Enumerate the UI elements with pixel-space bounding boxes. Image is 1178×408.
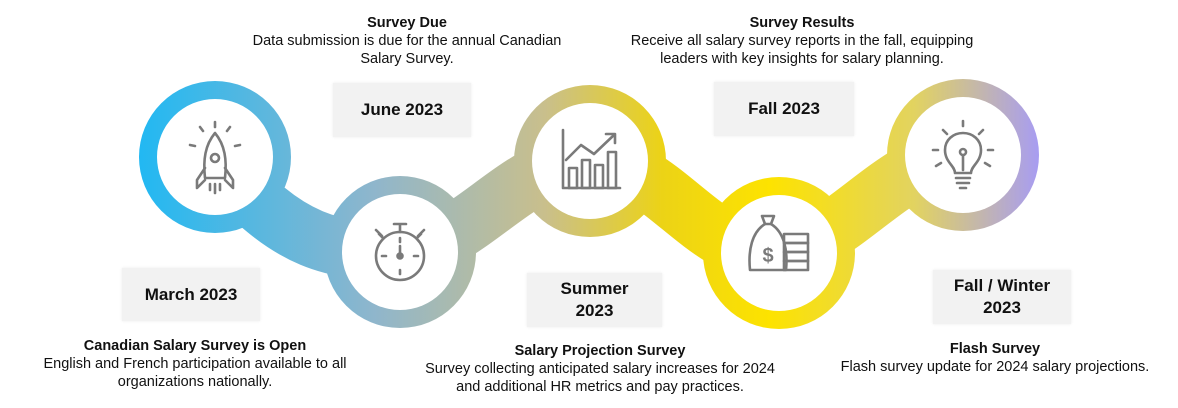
caption-march: Canadian Salary Survey is Open English a… bbox=[20, 337, 370, 391]
date-box-summer: Summer 2023 bbox=[527, 273, 662, 327]
caption-description: Survey collecting anticipated salary inc… bbox=[425, 361, 775, 395]
caption-title: Flash Survey bbox=[949, 341, 1041, 357]
milestone-node-4 bbox=[703, 177, 855, 329]
caption-title: Survey Due bbox=[367, 15, 447, 31]
date-box-june: June 2023 bbox=[333, 83, 471, 137]
growth-chart-icon bbox=[561, 128, 622, 190]
milestone-node-1 bbox=[139, 81, 291, 233]
svg-text:$: $ bbox=[762, 245, 773, 267]
caption-june: Survey Due Data submission is due for th… bbox=[222, 14, 592, 68]
date-label: March 2023 bbox=[144, 284, 238, 304]
caption-description: Flash survey update for 2024 salary proj… bbox=[840, 359, 1150, 375]
caption-fall-winter: Flash Survey Flash survey update for 202… bbox=[812, 340, 1178, 376]
money-bag-icon: $ bbox=[748, 214, 810, 272]
lightbulb-icon bbox=[931, 119, 995, 190]
date-label: Fall 2023 bbox=[748, 99, 820, 118]
caption-fall: Survey Results Receive all salary survey… bbox=[598, 14, 1006, 68]
stopwatch-icon bbox=[374, 222, 426, 282]
caption-description: Data submission is due for the annual Ca… bbox=[252, 33, 562, 67]
date-box-fall-winter: Fall / Winter 2023 bbox=[933, 270, 1071, 324]
date-box-fall: Fall 2023 bbox=[714, 82, 854, 136]
date-label: Fall / Winter 2023 bbox=[953, 276, 1051, 317]
rocket-icon bbox=[188, 120, 242, 195]
date-label: Summer 2023 bbox=[560, 279, 629, 320]
caption-title: Salary Projection Survey bbox=[514, 343, 686, 359]
caption-summer: Salary Projection Survey Survey collecti… bbox=[408, 342, 792, 396]
caption-description: English and French participation availab… bbox=[43, 356, 347, 390]
date-label: June 2023 bbox=[360, 100, 444, 119]
caption-description: Receive all salary survey reports in the… bbox=[630, 33, 974, 67]
caption-title: Survey Results bbox=[749, 15, 855, 31]
date-box-march: March 2023 bbox=[122, 268, 260, 321]
caption-title: Canadian Salary Survey is Open bbox=[83, 338, 307, 354]
